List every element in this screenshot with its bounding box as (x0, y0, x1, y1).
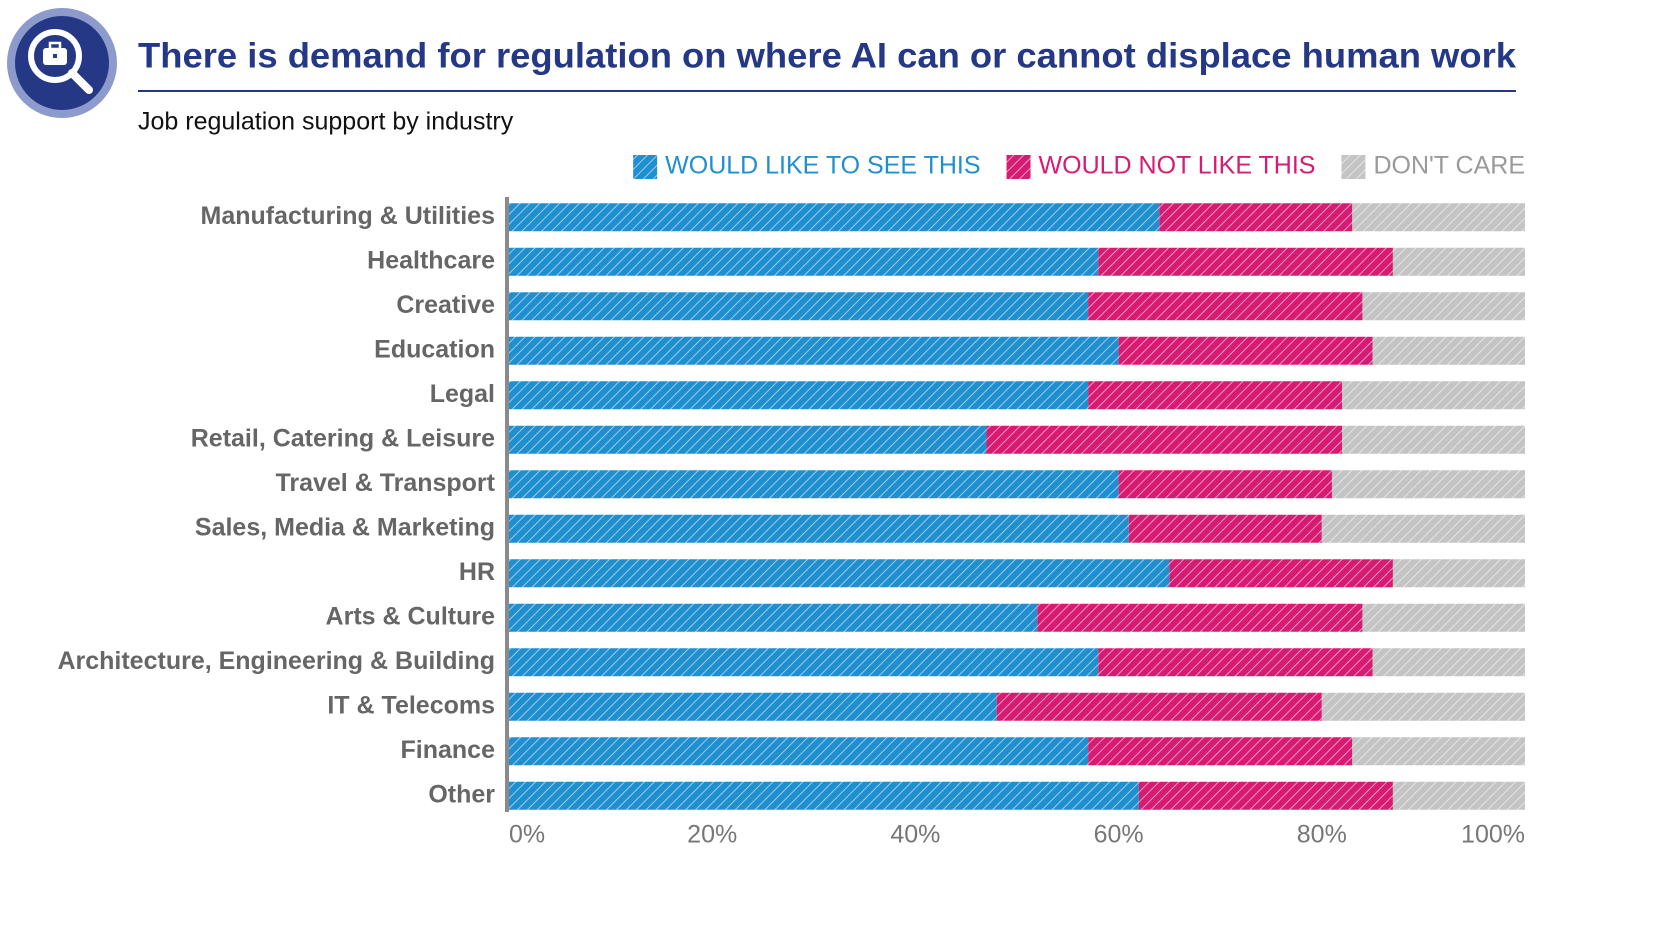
category-label: Manufacturing & Utilities (201, 202, 495, 230)
legend-swatch (1006, 155, 1031, 179)
category-label: Other (428, 780, 495, 808)
category-label: Architecture, Engineering & Building (57, 647, 495, 675)
bar-segment (1342, 381, 1525, 410)
legend-swatch (633, 155, 658, 179)
category-label: Sales, Media & Marketing (195, 513, 495, 541)
x-tick-label: 60% (1094, 821, 1144, 849)
bar-segment (509, 781, 1139, 810)
bar-segment (509, 381, 1089, 410)
category-label: Legal (430, 380, 495, 408)
bar-segment (1372, 648, 1525, 677)
category-label: Creative (396, 291, 495, 319)
bar-segment (509, 514, 1129, 543)
bar-segment (1352, 203, 1525, 232)
category-label: Retail, Catering & Leisure (191, 424, 495, 452)
bar-segment (1362, 603, 1525, 632)
bar-segment (1088, 292, 1363, 321)
logo-icon (7, 8, 117, 118)
bar-segment (1352, 737, 1525, 766)
bar-segment (509, 692, 997, 721)
x-tick-label: 0% (509, 821, 545, 849)
category-label: HR (459, 558, 495, 586)
x-tick-label: 40% (890, 821, 940, 849)
bar-segment (1098, 247, 1393, 276)
bar-segment (1392, 781, 1525, 810)
bar-segment (1118, 470, 1332, 499)
bar-segment (1342, 425, 1525, 454)
category-label: Arts & Culture (326, 602, 496, 630)
bar-segment (509, 203, 1160, 232)
bar-segment (1169, 559, 1393, 588)
bar-segment (1331, 470, 1525, 499)
bar-segment (1362, 292, 1525, 321)
bar-segment (986, 425, 1343, 454)
x-tick-label: 20% (687, 821, 737, 849)
bar-segment (1321, 514, 1525, 543)
legend-swatch (1341, 155, 1366, 179)
bar-segment (509, 425, 987, 454)
legend-label: WOULD NOT LIKE THIS (1039, 152, 1316, 180)
bar-segment (1088, 381, 1343, 410)
bar-segment (1037, 603, 1363, 632)
bar-segment (509, 336, 1119, 365)
bar-segment (1138, 781, 1393, 810)
legend-label: DON'T CARE (1373, 152, 1525, 180)
bar-segment (509, 470, 1119, 499)
x-tick-label: 100% (1461, 821, 1525, 849)
bar-segment (1321, 692, 1525, 721)
bar-segment (1088, 737, 1353, 766)
bar-segment (1098, 648, 1373, 677)
bar-segment (1372, 336, 1525, 365)
chart-subtitle: Job regulation support by industry (138, 108, 514, 136)
bar-segment (996, 692, 1322, 721)
bar-segment (1118, 336, 1373, 365)
bar-segment (509, 292, 1089, 321)
x-tick-label: 80% (1297, 821, 1347, 849)
category-label: Education (374, 335, 495, 363)
chart-title: There is demand for regulation on where … (138, 36, 1517, 75)
bar-segment (509, 247, 1099, 276)
category-label: Finance (401, 736, 496, 764)
bar-segment (509, 737, 1089, 766)
bar-segment (1128, 514, 1322, 543)
category-label: IT & Telecoms (327, 691, 495, 719)
bar-segment (509, 603, 1038, 632)
bar-segment (509, 559, 1170, 588)
bar-segment (1392, 559, 1525, 588)
bar-segment (509, 648, 1099, 677)
legend-label: WOULD LIKE TO SEE THIS (665, 152, 980, 180)
category-label: Travel & Transport (275, 469, 495, 497)
category-label: Healthcare (367, 246, 495, 274)
bar-segment (1392, 247, 1525, 276)
bar-segment (1159, 203, 1353, 232)
